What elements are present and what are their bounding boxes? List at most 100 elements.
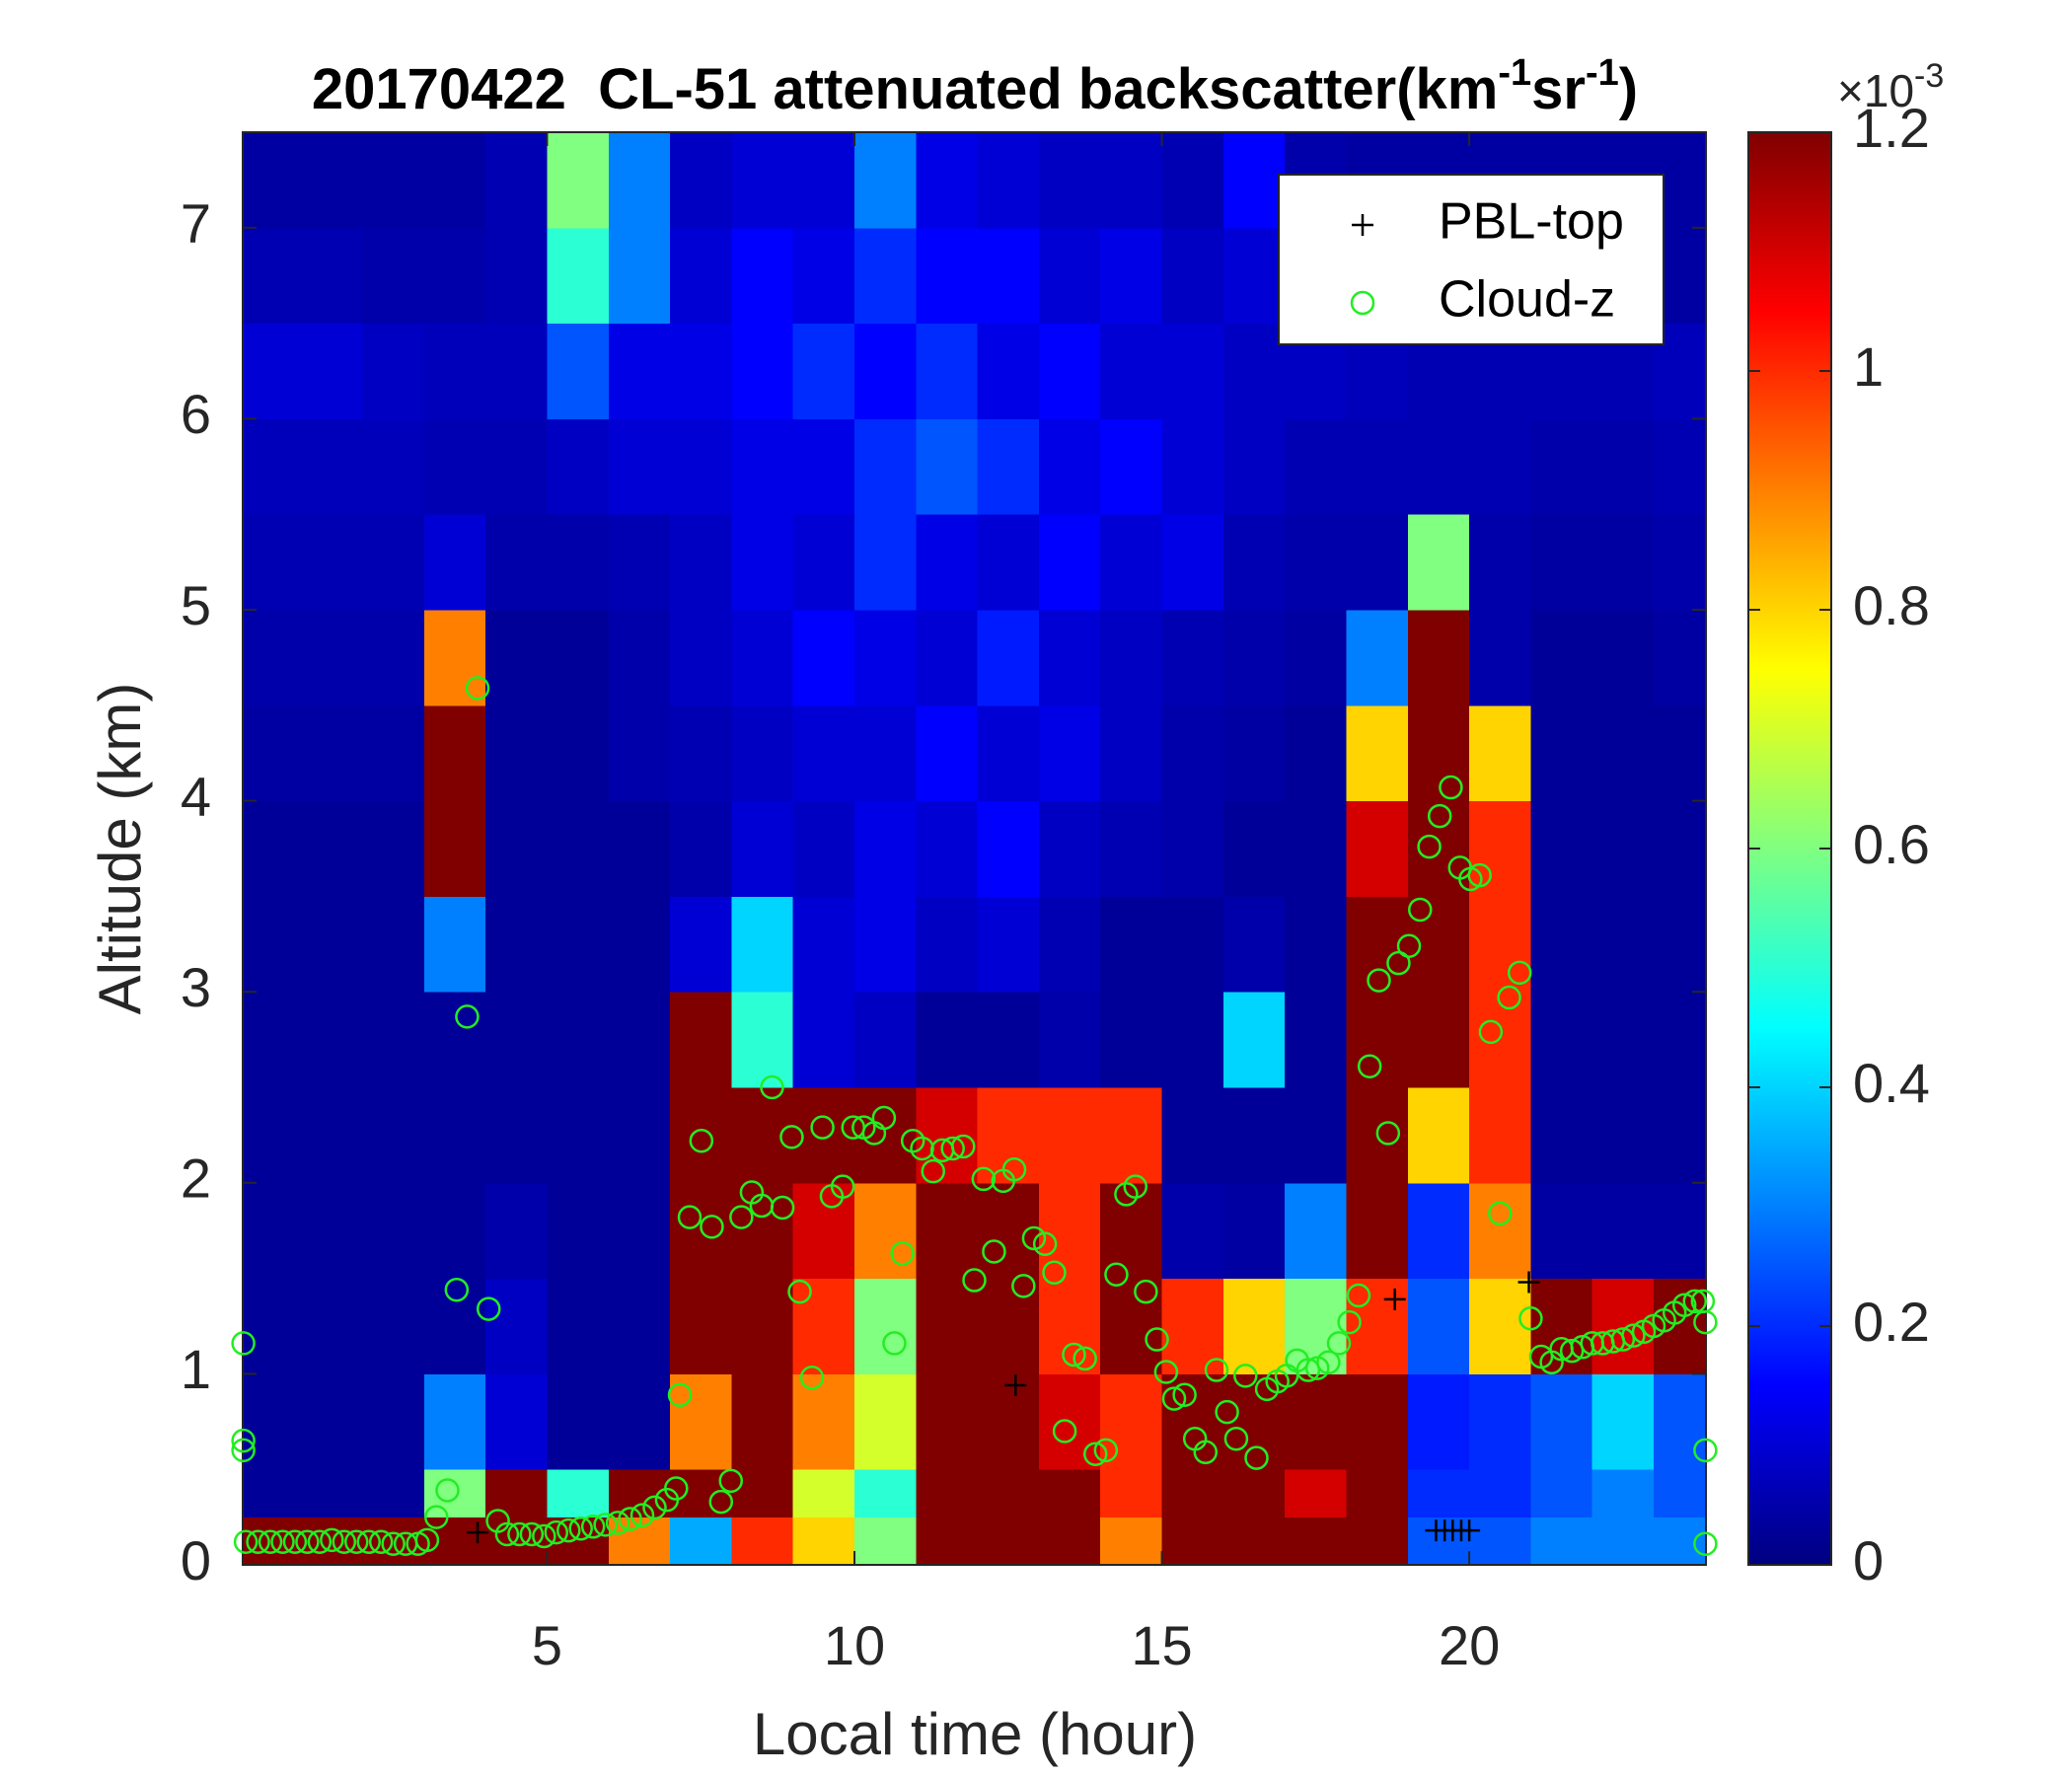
heat-cell: [1100, 992, 1163, 1088]
heat-cell: [1285, 1469, 1347, 1518]
heat-cell: [792, 992, 855, 1088]
legend: PBL-top Cloud-z: [1278, 174, 1665, 345]
y-tick-label: 3: [181, 956, 211, 1018]
heat-cell: [731, 800, 794, 897]
heat-cell: [485, 610, 548, 706]
circle-marker: [519, 1521, 545, 1547]
heat-cell: [547, 323, 610, 419]
heat-cell: [731, 1087, 794, 1184]
heat-cell: [547, 896, 610, 993]
heat-cell: [1222, 1278, 1286, 1374]
heat-cell: [608, 323, 671, 419]
heat-cell: [243, 1278, 302, 1374]
heat-cell: [1346, 1373, 1409, 1470]
heat-cell: [1285, 896, 1347, 993]
heat-cell: [362, 610, 425, 706]
circle-marker: [982, 1239, 1006, 1264]
heat-cell: [485, 704, 548, 802]
x-tick-label: 20: [1439, 1614, 1500, 1676]
colorbar-multiplier: ×10-3: [1837, 57, 1944, 116]
heat-cell: [1346, 1182, 1409, 1280]
circle-marker: [282, 1529, 308, 1555]
colorbar-tick-label: 0.8: [1853, 574, 1930, 636]
heat-cell: [1161, 514, 1224, 611]
heat-cell: [1100, 227, 1163, 325]
heat-cell: [1530, 1182, 1593, 1280]
circle-marker: [871, 1105, 897, 1131]
plus-marker: [1517, 1271, 1540, 1294]
heat-cell: [1469, 704, 1531, 802]
heat-cell: [301, 323, 364, 419]
heat-cell: [243, 1469, 302, 1518]
heat-cell: [1654, 610, 1706, 706]
heat-cell: [1591, 1373, 1655, 1470]
heat-cell: [1530, 1373, 1593, 1470]
heat-cell: [608, 418, 671, 515]
heat-cell: [1038, 992, 1101, 1088]
heat-cell: [1654, 1517, 1706, 1565]
heat-cell: [301, 1469, 364, 1518]
heat-cell: [977, 1469, 1040, 1518]
circle-marker: [465, 676, 490, 701]
heat-cell: [485, 132, 548, 229]
heat-cell: [792, 132, 855, 229]
heat-cell: [1222, 514, 1286, 611]
heat-cell: [1530, 800, 1593, 897]
heat-cell: [1469, 896, 1531, 993]
heat-cell: [1222, 132, 1286, 229]
title-part: ): [1619, 57, 1638, 121]
heat-cell: [1530, 1517, 1593, 1565]
heat-cell: [1591, 1087, 1655, 1184]
circle-marker: [1408, 897, 1433, 923]
heat-cell: [1222, 227, 1286, 325]
heat-cell: [853, 1278, 917, 1374]
heat-cell: [423, 323, 486, 419]
heat-cell: [853, 132, 917, 229]
circle-marker: [770, 1195, 795, 1221]
heat-cell: [1654, 514, 1706, 611]
heat-cell: [792, 1469, 855, 1518]
heat-cell: [1285, 800, 1347, 897]
heat-cell: [301, 418, 364, 515]
heat-cell: [301, 704, 364, 802]
heat-cell: [301, 1087, 364, 1184]
heat-cell: [1591, 992, 1655, 1088]
heat-cell: [1469, 1182, 1531, 1280]
heat-cell: [916, 1087, 979, 1184]
circle-marker: [1559, 1338, 1585, 1364]
circle-marker: [882, 1331, 907, 1356]
heat-cell: [1407, 1469, 1470, 1518]
heat-cell: [547, 227, 610, 325]
heat-cell: [1285, 1517, 1347, 1565]
circle-marker: [1337, 1309, 1362, 1335]
heat-cell: [1038, 800, 1101, 897]
circle-marker: [485, 1509, 510, 1533]
heat-cell: [423, 1469, 486, 1518]
heat-cell: [608, 704, 671, 802]
heat-cell: [977, 1517, 1040, 1565]
heat-cell: [1346, 1278, 1409, 1374]
plus-marker: [467, 1521, 489, 1544]
heat-cell: [1038, 1087, 1101, 1184]
plot-frame: [242, 131, 1707, 1566]
heat-cell: [670, 704, 732, 802]
heat-cell: [1591, 514, 1655, 611]
heat-cell: [1222, 1469, 1286, 1518]
colorbar-tick-label: 1.2: [1853, 97, 1930, 159]
heat-cell: [243, 896, 302, 993]
circle-marker: [787, 1279, 812, 1304]
circle-marker: [1062, 1342, 1086, 1368]
heat-cell: [1285, 610, 1347, 706]
circle-marker: [962, 1268, 987, 1293]
heat-cell: [1222, 323, 1286, 419]
x-tick-label: 15: [1131, 1614, 1192, 1676]
heat-cell: [916, 610, 979, 706]
circle-marker: [1671, 1293, 1697, 1317]
circle-marker: [295, 1529, 320, 1555]
x-tick-label: 5: [532, 1614, 562, 1676]
heat-cell: [1469, 1469, 1531, 1518]
heat-cell: [1346, 610, 1409, 706]
heat-cell: [1407, 418, 1470, 515]
circle-marker: [1621, 1323, 1646, 1348]
